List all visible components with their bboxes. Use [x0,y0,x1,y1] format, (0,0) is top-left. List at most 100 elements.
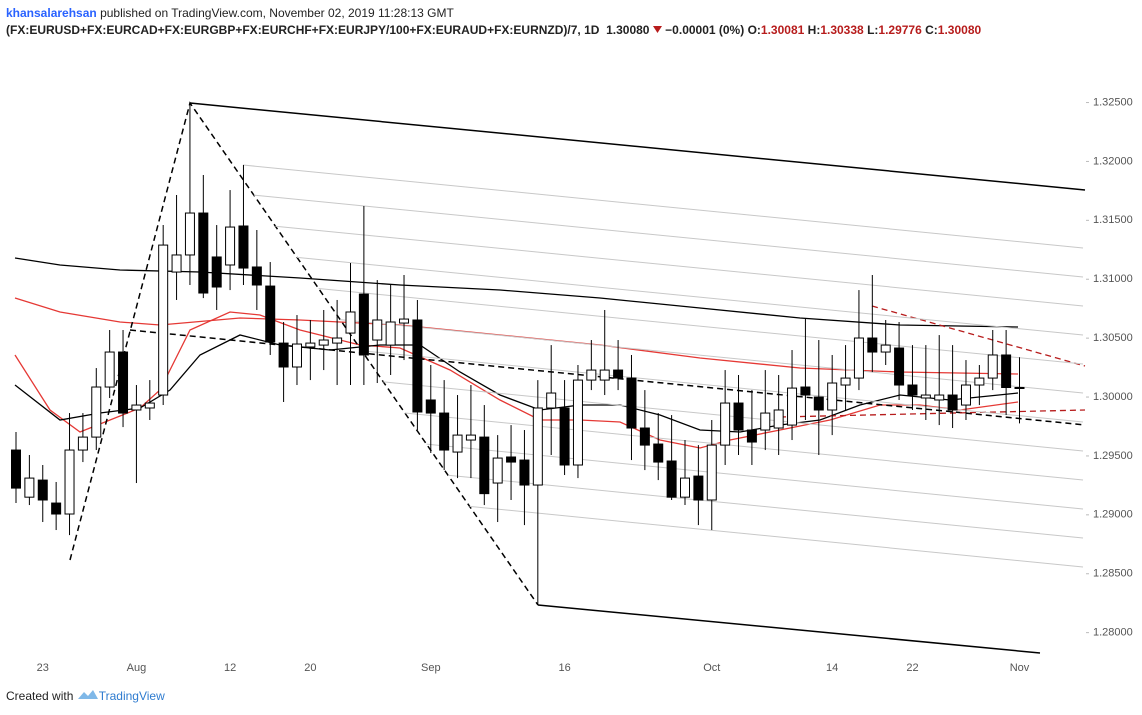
candle-body [77,436,88,451]
y-tick-label: 1.28000 [1093,627,1133,639]
candle-body [706,444,717,501]
brand: TradingView [98,689,165,703]
candle-body [225,226,236,266]
x-tick-label: 16 [558,662,570,674]
candle-body [305,342,316,348]
candle-body [171,254,182,273]
candle-body [639,427,650,446]
candle-body [1014,386,1025,389]
candle-body [439,412,450,451]
chart: 1.28000 1.28500 1.29000 1.29500 1.30000 1.305… [11,96,1133,674]
x-tick-label: 14 [826,662,838,674]
down-arrow [652,26,662,33]
x-tick-label: Aug [127,662,147,674]
candle-body [1001,354,1012,388]
candle-body [318,339,329,346]
candle-body [51,502,62,515]
moving-average [14,311,1019,449]
candle-body [586,369,597,381]
header: khansalarehsan published on TradingView.… [6,5,981,39]
candle-body [385,321,396,346]
ohlc: O:1.30081 H:1.30338 L:1.29776 C:1.30080 [748,23,982,37]
y-tick-label: 1.30000 [1093,391,1133,403]
candle-body [720,402,731,446]
fan-line [383,381,1084,452]
x-tick-label: Oct [703,662,720,674]
candle-body [559,407,570,466]
fan-line [340,319,1084,394]
y-tick-label: 1.31500 [1093,214,1133,226]
ohlc-label: H: [807,23,821,37]
candle-body [11,449,21,489]
ohlc-value: 1.30081 [760,23,805,37]
y-tick-label: 1.31000 [1093,273,1133,285]
fan-line [253,194,1084,278]
ohlc-value: 1.30338 [820,23,864,37]
candle-body [372,319,383,341]
ohlc-value: 1.29776 [878,23,922,37]
candle-body [278,342,289,368]
candle-body [773,409,784,429]
candle-body [345,311,356,334]
candle-body [412,319,423,413]
trend-line [189,102,1086,191]
fan-line [469,505,1084,568]
published: published on TradingView.com, November 0… [100,6,454,20]
candle-body [934,394,945,401]
x-tick-label: 12 [224,662,236,674]
footer: Created with TradingView [6,688,165,703]
ohlc-label: O: [747,23,761,37]
change: −0.00001 (0%) [665,23,745,37]
candle-body [131,404,142,411]
fan-line [318,287,1084,365]
fan-line [448,474,1084,539]
candle-body [399,318,410,324]
y-tick-label: 1.32500 [1093,96,1133,108]
candle-body [238,225,249,269]
candle-body [746,429,757,443]
candle-body [827,382,838,411]
candle-body [184,212,195,256]
last-price: 1.30080 [606,23,650,37]
candle-body [452,434,463,453]
candle-body [158,244,169,396]
candle-body [974,377,985,386]
candle-body [332,337,343,344]
candle-body [211,256,222,288]
author: khansalarehsan [6,6,97,20]
y-tick-label: 1.30500 [1093,332,1133,344]
candle-body [760,412,771,431]
candle-body [479,436,490,495]
candle-body [853,337,864,379]
fan-line [275,225,1084,307]
candle-body [198,212,209,294]
symbol: (FX:EURUSD+FX:EURCAD+FX:EURGBP+FX:EURCHF… [6,23,600,37]
moving-average [14,334,1019,433]
dashed-line [69,101,539,606]
candle-body [265,285,276,343]
candle-body [894,347,905,386]
candle-body [680,477,690,498]
candle-body [291,343,302,368]
candle-body [947,394,958,411]
candle-body [144,402,155,409]
logo [77,690,98,699]
candle-body [572,379,583,466]
candle-body [653,443,664,463]
y-tick-label: 1.29000 [1093,509,1133,521]
ohlc-label: L: [867,23,879,37]
candle-body [532,407,543,486]
fan-line [404,412,1084,481]
candle-body [880,344,891,353]
trend-line [537,604,1041,654]
y-tick-label: 1.32000 [1093,155,1133,167]
candle-body [24,477,35,498]
y-tick-label: 1.28500 [1093,568,1133,580]
candle-body [920,394,931,399]
fan-line [242,164,1084,249]
candle-body [960,384,971,406]
ohlc-label: C: [925,23,938,37]
x-tick-label: 23 [37,662,49,674]
candle-body [800,386,811,396]
candle-body [987,354,998,379]
